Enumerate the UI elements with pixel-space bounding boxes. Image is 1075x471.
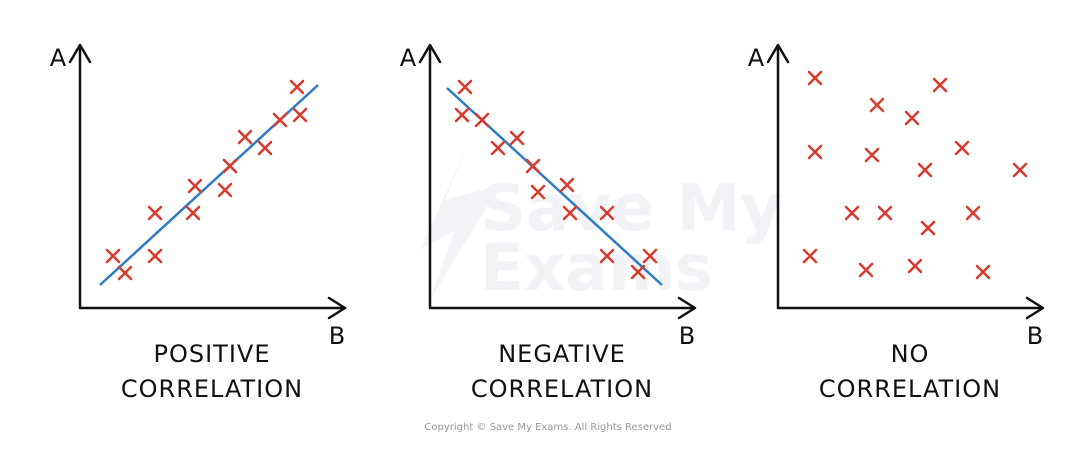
- cross: [272, 112, 288, 128]
- cross: [525, 158, 541, 174]
- cross: [237, 129, 253, 145]
- cross: [599, 205, 615, 221]
- cross: [864, 147, 880, 163]
- y-axis-label: A: [400, 44, 417, 72]
- cross: [844, 205, 860, 221]
- watermark: Save My: [480, 172, 782, 246]
- x-axis-label: B: [679, 322, 695, 350]
- cross: [917, 162, 933, 178]
- cross: [920, 220, 936, 236]
- cross: [869, 97, 885, 113]
- x-axis-label: B: [1027, 322, 1043, 350]
- cross: [907, 258, 923, 274]
- cross: [807, 144, 823, 160]
- cross: [932, 77, 948, 93]
- cross: [185, 205, 201, 221]
- caption: NEGATIVE: [498, 340, 626, 368]
- cross: [965, 205, 981, 221]
- copyright: Copyright © Save My Exams. All Rights Re…: [424, 422, 671, 433]
- caption: CORRELATION: [121, 375, 303, 403]
- cross: [562, 205, 578, 221]
- cross: [530, 184, 546, 200]
- cross: [257, 140, 273, 156]
- cross: [105, 248, 121, 264]
- axes: [766, 43, 1045, 320]
- y-axis-label: A: [748, 44, 765, 72]
- axes: [68, 43, 347, 320]
- cross: [807, 70, 823, 86]
- cross: [474, 112, 490, 128]
- y-axis-label: A: [50, 44, 67, 72]
- watermark-logo: [420, 140, 500, 300]
- watermark: Exams: [480, 232, 713, 306]
- cross: [147, 205, 163, 221]
- cross: [187, 178, 203, 194]
- cross: [642, 248, 658, 264]
- cross: [954, 140, 970, 156]
- cross: [509, 130, 525, 146]
- axes: [418, 43, 697, 320]
- caption: NO: [891, 340, 930, 368]
- cross: [1012, 162, 1028, 178]
- x-axis-label: B: [329, 322, 345, 350]
- cross: [559, 177, 575, 193]
- cross: [222, 158, 238, 174]
- cross: [802, 248, 818, 264]
- caption: CORRELATION: [819, 375, 1001, 403]
- cross: [454, 107, 470, 123]
- cross: [877, 205, 893, 221]
- cross: [292, 107, 308, 123]
- caption: POSITIVE: [154, 340, 271, 368]
- cross: [904, 110, 920, 126]
- cross: [599, 248, 615, 264]
- cross: [975, 264, 991, 280]
- caption: CORRELATION: [471, 375, 653, 403]
- cross: [457, 79, 473, 95]
- cross: [117, 265, 133, 281]
- cross: [289, 79, 305, 95]
- cross: [630, 264, 646, 280]
- cross: [217, 182, 233, 198]
- cross: [858, 262, 874, 278]
- cross: [490, 140, 506, 156]
- cross: [147, 248, 163, 264]
